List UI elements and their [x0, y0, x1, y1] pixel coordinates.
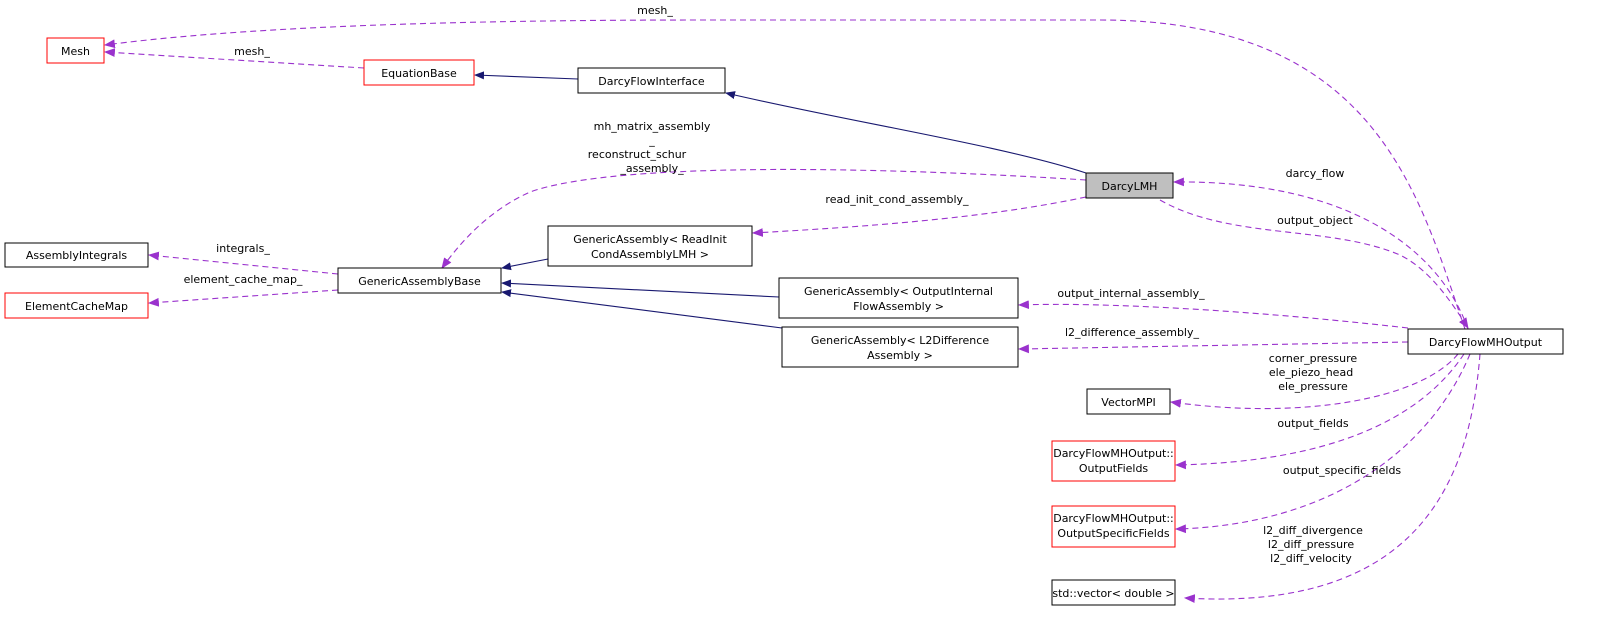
edge-ga-l2-inheritance	[501, 289, 783, 329]
edge-darcy-flow	[1172, 177, 1469, 330]
edge-label-mesh: mesh_	[637, 4, 673, 17]
edge-label-vector-mpi: ele_pressure	[1278, 380, 1348, 393]
node-label: OutputFields	[1079, 462, 1149, 475]
edge-mesh-equation-base	[103, 48, 365, 69]
edge-output-specific-fields	[1174, 353, 1471, 534]
edge-output-internal-assembly	[1017, 300, 1409, 329]
edge-label-output-specific-fields: output_specific_fields	[1283, 464, 1402, 477]
edge-label-output-fields: output_fields	[1277, 417, 1349, 430]
node-label: GenericAssemblyBase	[358, 275, 481, 288]
node-ga-l2-difference[interactable]: GenericAssembly< L2Difference Assembly >	[781, 326, 1019, 368]
edge-l2-difference-assembly	[1017, 341, 1409, 354]
node-output-specific-fields[interactable]: DarcyFlowMHOutput::OutputSpecificFields	[1051, 505, 1176, 548]
edge-labels: mesh_ mesh_ mh_matrix_assembly _ reconst…	[184, 4, 1402, 565]
node-label: GenericAssembly< L2Difference	[811, 334, 989, 347]
edge-label-integrals: integrals_	[216, 242, 270, 255]
edge-element-cache-map	[147, 289, 339, 307]
edge-equation-base-inheritance	[474, 71, 579, 80]
edge-label-mh-matrix: mh_matrix_assembly	[594, 120, 711, 133]
node-label: OutputSpecificFields	[1057, 527, 1169, 540]
node-label: DarcyFlowMHOutput	[1429, 336, 1543, 349]
node-darcy-flow-interface[interactable]: DarcyFlowInterface	[577, 67, 726, 94]
node-ga-read-init[interactable]: GenericAssembly< ReadInit CondAssemblyLMH…	[547, 225, 753, 267]
edge-label-mh-matrix: _assembly_	[619, 162, 684, 175]
edge-label-output-object: output_object	[1277, 214, 1353, 227]
node-label: ElementCacheMap	[25, 300, 128, 313]
node-std-vector-double[interactable]: std::vector< double >	[1051, 579, 1176, 606]
node-assembly-integrals[interactable]: AssemblyIntegrals	[4, 242, 149, 268]
edge-mh-matrix-assembly	[441, 168, 1087, 269]
node-label: DarcyLMH	[1102, 180, 1158, 193]
edge-label-read-init: read_init_cond_assembly_	[825, 193, 969, 206]
edge-label-l2-diff: l2_diff_pressure	[1268, 538, 1354, 551]
node-generic-assembly-base[interactable]: GenericAssemblyBase	[337, 267, 502, 294]
edge-integrals	[147, 251, 339, 275]
node-label: DarcyFlowInterface	[598, 75, 705, 88]
node-label: GenericAssembly< OutputInternal	[804, 285, 993, 298]
edge-label-darcy-flow: darcy_flow	[1286, 167, 1345, 180]
node-vector-mpi[interactable]: VectorMPI	[1086, 388, 1171, 415]
node-label: FlowAssembly >	[853, 300, 944, 313]
edge-output-fields	[1174, 353, 1465, 470]
edge-label-l2-difference: l2_difference_assembly_	[1065, 326, 1200, 339]
node-equation-base[interactable]: EquationBase	[363, 59, 475, 86]
node-label: DarcyFlowMHOutput::	[1053, 447, 1174, 460]
node-label: std::vector< double >	[1052, 587, 1174, 600]
edge-darcy-flow-interface-inheritance	[725, 91, 1087, 174]
edge-label-vector-mpi: ele_piezo_head	[1269, 366, 1353, 379]
edge-l2-diff	[1183, 353, 1481, 603]
edge-mesh-top	[103, 19, 1466, 330]
edge-read-init-cond-assembly	[751, 196, 1087, 237]
edge-label-l2-diff: l2_diff_divergence	[1263, 524, 1363, 537]
node-darcy-lmh: DarcyLMH	[1085, 172, 1174, 199]
node-ga-output-internal[interactable]: GenericAssembly< OutputInternal FlowAssem…	[778, 277, 1019, 319]
edge-label-mh-matrix: reconstruct_schur	[588, 148, 687, 161]
edge-label-output-internal: output_internal_assembly_	[1057, 287, 1205, 300]
node-element-cache-map[interactable]: ElementCacheMap	[4, 292, 149, 319]
edge-label-mesh: mesh_	[234, 45, 270, 58]
edge-vector-mpi	[1169, 353, 1459, 410]
edge-ga-read-init-inheritance	[501, 258, 549, 271]
node-label: AssemblyIntegrals	[26, 249, 128, 262]
node-label: DarcyFlowMHOutput::	[1053, 512, 1174, 525]
edge-ga-output-internal-inheritance	[501, 279, 780, 298]
node-label: Assembly >	[867, 349, 933, 362]
node-label: GenericAssembly< ReadInit	[573, 233, 727, 246]
edges	[103, 19, 1481, 603]
edge-label-vector-mpi: corner_pressure	[1269, 352, 1358, 365]
node-label: CondAssemblyLMH >	[591, 248, 709, 261]
node-label: Mesh	[61, 45, 90, 58]
node-mesh[interactable]: Mesh	[46, 37, 105, 64]
edge-label-mh-matrix: _	[648, 134, 655, 147]
node-label: VectorMPI	[1101, 396, 1155, 409]
node-darcy-flow-mh-output[interactable]: DarcyFlowMHOutput	[1407, 328, 1564, 355]
edge-label-l2-diff: l2_diff_velocity	[1270, 552, 1352, 565]
edge-label-element-cache-map: element_cache_map_	[184, 273, 303, 286]
node-output-fields[interactable]: DarcyFlowMHOutput::OutputFields	[1051, 440, 1176, 482]
edge-output-object	[1159, 199, 1469, 329]
node-label: EquationBase	[381, 67, 457, 80]
